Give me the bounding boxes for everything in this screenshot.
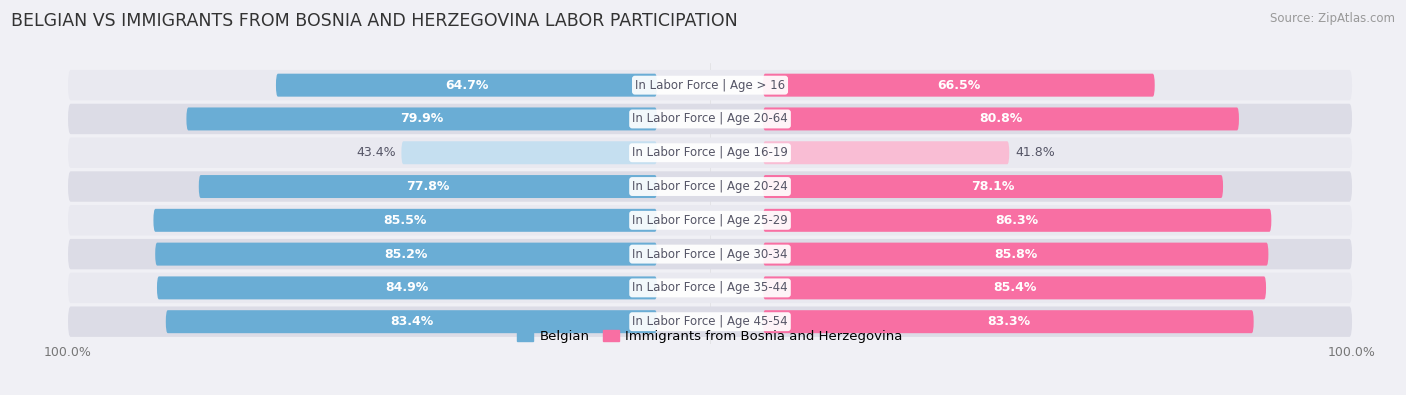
Text: In Labor Force | Age 20-64: In Labor Force | Age 20-64: [633, 113, 787, 126]
Text: 84.9%: 84.9%: [385, 281, 429, 294]
FancyBboxPatch shape: [155, 243, 657, 265]
FancyBboxPatch shape: [67, 171, 1353, 202]
FancyBboxPatch shape: [67, 239, 1353, 269]
FancyBboxPatch shape: [276, 74, 657, 97]
Text: 66.5%: 66.5%: [938, 79, 980, 92]
Text: 83.4%: 83.4%: [389, 315, 433, 328]
FancyBboxPatch shape: [153, 209, 657, 232]
FancyBboxPatch shape: [198, 175, 657, 198]
Text: 85.5%: 85.5%: [384, 214, 427, 227]
FancyBboxPatch shape: [763, 74, 1154, 97]
Text: 83.3%: 83.3%: [987, 315, 1031, 328]
Text: In Labor Force | Age 45-54: In Labor Force | Age 45-54: [633, 315, 787, 328]
Text: 85.2%: 85.2%: [384, 248, 427, 261]
FancyBboxPatch shape: [67, 70, 1353, 100]
Text: 64.7%: 64.7%: [444, 79, 488, 92]
FancyBboxPatch shape: [187, 107, 657, 130]
Text: In Labor Force | Age 25-29: In Labor Force | Age 25-29: [633, 214, 787, 227]
Text: 85.4%: 85.4%: [993, 281, 1036, 294]
Text: In Labor Force | Age 35-44: In Labor Force | Age 35-44: [633, 281, 787, 294]
Text: BELGIAN VS IMMIGRANTS FROM BOSNIA AND HERZEGOVINA LABOR PARTICIPATION: BELGIAN VS IMMIGRANTS FROM BOSNIA AND HE…: [11, 12, 738, 30]
FancyBboxPatch shape: [763, 310, 1254, 333]
FancyBboxPatch shape: [166, 310, 657, 333]
Text: In Labor Force | Age > 16: In Labor Force | Age > 16: [636, 79, 785, 92]
FancyBboxPatch shape: [763, 243, 1268, 265]
Text: In Labor Force | Age 16-19: In Labor Force | Age 16-19: [633, 146, 787, 159]
Text: 86.3%: 86.3%: [995, 214, 1039, 227]
FancyBboxPatch shape: [763, 276, 1265, 299]
Text: 80.8%: 80.8%: [980, 113, 1022, 126]
FancyBboxPatch shape: [763, 141, 1010, 164]
FancyBboxPatch shape: [67, 307, 1353, 337]
FancyBboxPatch shape: [67, 273, 1353, 303]
FancyBboxPatch shape: [67, 104, 1353, 134]
FancyBboxPatch shape: [763, 175, 1223, 198]
Text: 78.1%: 78.1%: [972, 180, 1015, 193]
FancyBboxPatch shape: [157, 276, 657, 299]
Text: 77.8%: 77.8%: [406, 180, 450, 193]
Text: In Labor Force | Age 20-24: In Labor Force | Age 20-24: [633, 180, 787, 193]
Text: 79.9%: 79.9%: [401, 113, 443, 126]
Text: Source: ZipAtlas.com: Source: ZipAtlas.com: [1270, 12, 1395, 25]
FancyBboxPatch shape: [763, 209, 1271, 232]
Text: 85.8%: 85.8%: [994, 248, 1038, 261]
Text: In Labor Force | Age 30-34: In Labor Force | Age 30-34: [633, 248, 787, 261]
Text: 43.4%: 43.4%: [356, 146, 395, 159]
FancyBboxPatch shape: [401, 141, 657, 164]
FancyBboxPatch shape: [763, 107, 1239, 130]
FancyBboxPatch shape: [67, 137, 1353, 168]
Text: 41.8%: 41.8%: [1015, 146, 1054, 159]
FancyBboxPatch shape: [67, 205, 1353, 235]
Legend: Belgian, Immigrants from Bosnia and Herzegovina: Belgian, Immigrants from Bosnia and Herz…: [517, 330, 903, 342]
